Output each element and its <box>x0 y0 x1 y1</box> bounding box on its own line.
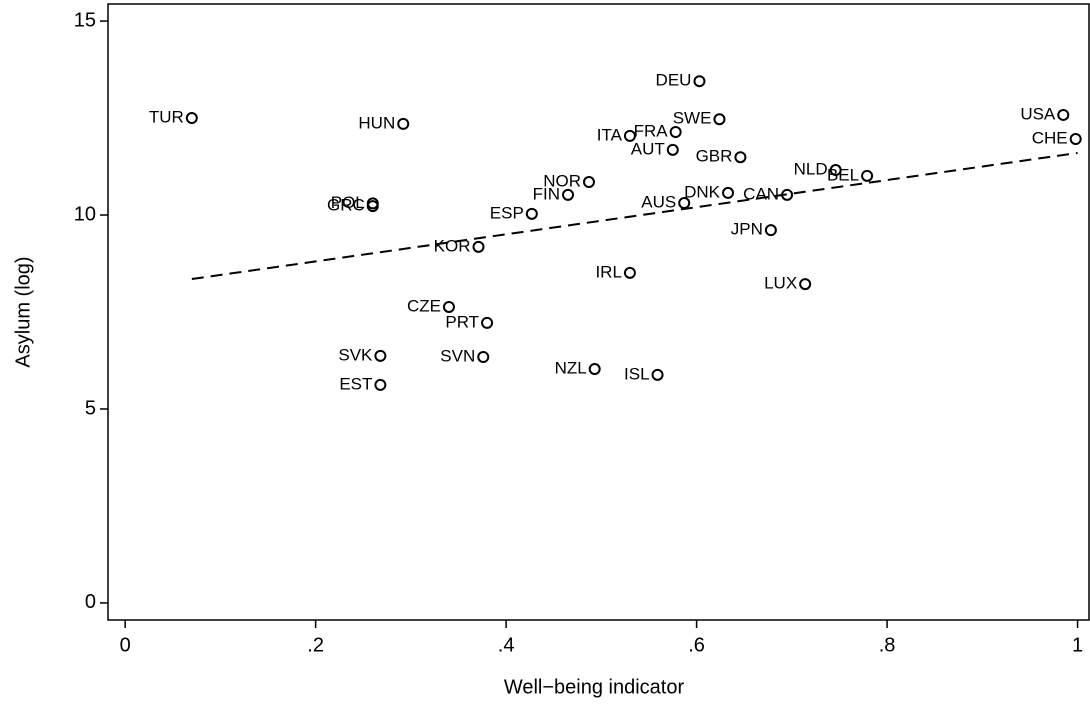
point <box>477 350 490 363</box>
point <box>1057 108 1070 121</box>
plot-frame <box>107 3 1090 621</box>
point-label: KOR <box>434 236 471 255</box>
point <box>861 169 874 182</box>
point <box>481 316 494 329</box>
x-tick-label: .4 <box>498 634 515 656</box>
point <box>669 126 682 139</box>
y-axis-title: Asylum (log) <box>12 256 34 367</box>
point-label: FRA <box>634 121 669 140</box>
point-label: USA <box>1020 104 1056 123</box>
point-label: DNK <box>684 182 721 201</box>
point-label: JPN <box>731 220 763 239</box>
x-tick-label: 1 <box>1072 634 1083 656</box>
point <box>799 278 812 291</box>
fit-line <box>191 151 1078 281</box>
point <box>562 188 575 201</box>
point-label: EST <box>339 374 372 393</box>
point-label: LUX <box>764 274 797 293</box>
point <box>734 151 747 164</box>
point-label: ESP <box>490 203 524 222</box>
point <box>1069 132 1082 145</box>
point <box>397 117 410 130</box>
point-label: ISL <box>624 364 650 383</box>
point <box>472 240 485 253</box>
point-label: BEL <box>827 165 859 184</box>
point <box>185 112 198 125</box>
point-label: TUR <box>149 108 184 127</box>
point-label: ITA <box>597 125 623 144</box>
point-label: CAN <box>743 184 779 203</box>
point-label: POL <box>331 193 365 212</box>
point <box>722 186 735 199</box>
x-axis-title: Well−being indicator <box>504 676 685 698</box>
point-label: SVN <box>440 346 475 365</box>
point <box>651 368 664 381</box>
point <box>366 200 379 213</box>
y-tick-label: 0 <box>85 591 96 613</box>
point <box>582 176 595 189</box>
point-label: FIN <box>533 184 560 203</box>
point-label: IRL <box>595 262 621 281</box>
point <box>442 300 455 313</box>
point <box>623 266 636 279</box>
x-tick-label: .6 <box>688 634 705 656</box>
point <box>693 75 706 88</box>
point <box>678 196 691 209</box>
x-tick-label: .2 <box>307 634 324 656</box>
point <box>623 129 636 142</box>
point-label: SWE <box>673 109 712 128</box>
point <box>713 113 726 126</box>
y-tick-label: 5 <box>85 397 96 419</box>
point-label: CHE <box>1032 128 1068 147</box>
point-label: NLD <box>794 160 828 179</box>
point-label: GBR <box>696 147 733 166</box>
point-label: AUT <box>631 139 665 158</box>
point-label: NOR <box>543 172 581 191</box>
point-label: DEU <box>656 71 692 90</box>
y-tick-label: 15 <box>74 9 96 31</box>
point-label: HUN <box>358 113 395 132</box>
point <box>764 224 777 237</box>
point <box>525 207 538 220</box>
y-tick-label: 10 <box>74 203 96 225</box>
point <box>781 188 794 201</box>
point-label: GRC <box>327 196 365 215</box>
point-label: NZL <box>555 359 587 378</box>
point-label: PRT <box>445 312 479 331</box>
x-tick-label: 0 <box>120 634 131 656</box>
point <box>829 164 842 177</box>
point-label: AUS <box>641 192 676 211</box>
point-label: CZE <box>407 296 441 315</box>
point <box>588 363 601 376</box>
point <box>374 349 387 362</box>
x-tick-label: .8 <box>879 634 896 656</box>
point <box>666 143 679 156</box>
point-label: SVK <box>338 345 373 364</box>
point <box>374 378 387 391</box>
